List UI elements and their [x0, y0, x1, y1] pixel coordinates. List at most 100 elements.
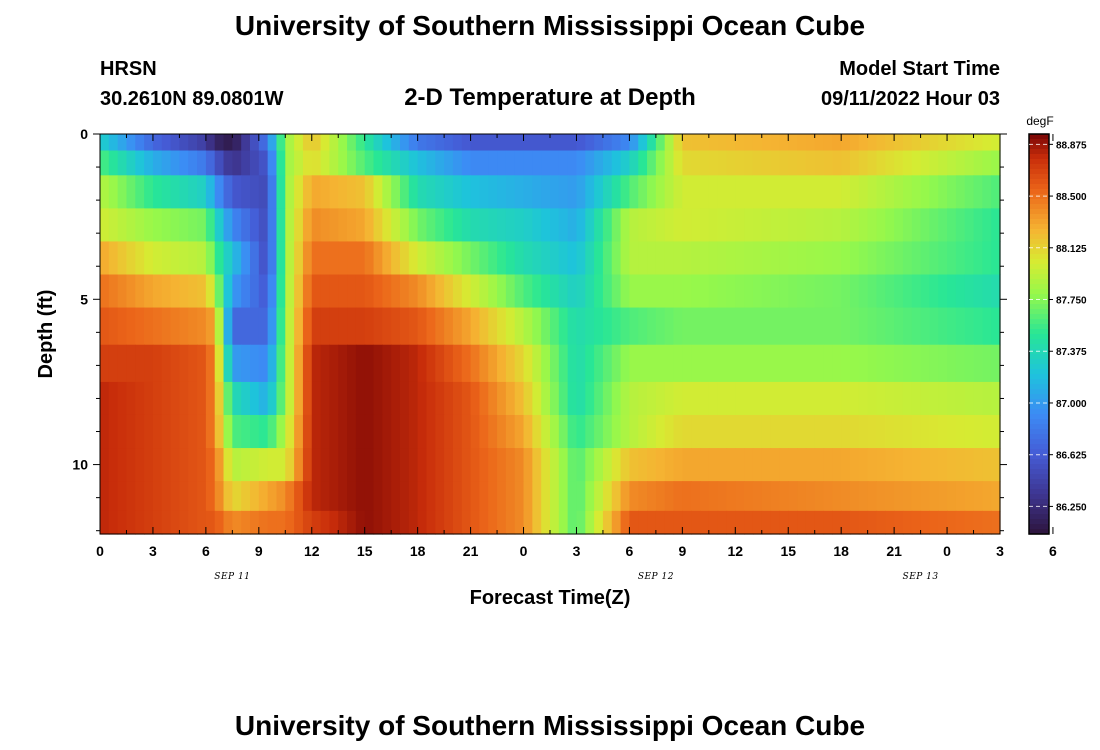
heatmap-cell — [567, 241, 578, 276]
heatmap-cell — [841, 134, 851, 152]
heatmap-cell — [311, 510, 322, 535]
heatmap-cell — [488, 381, 498, 416]
heatmap-cell — [179, 448, 189, 482]
heatmap-cell — [655, 481, 666, 512]
heatmap-cell — [576, 208, 586, 243]
heatmap-cell — [947, 175, 957, 209]
heatmap-cell — [558, 381, 569, 416]
heatmap-cell — [108, 208, 119, 243]
heatmap-cell — [655, 241, 666, 276]
x-axis-title: Forecast Time(Z) — [470, 587, 631, 609]
heatmap-cell — [876, 274, 886, 309]
heatmap-cell — [708, 414, 719, 449]
heatmap-cell — [135, 381, 145, 416]
heatmap-cell — [550, 344, 560, 383]
heatmap-cell — [805, 134, 816, 152]
heatmap-cell — [682, 175, 692, 209]
heatmap-cell — [408, 175, 419, 209]
heatmap-cell — [311, 134, 322, 152]
heatmap-cell — [100, 134, 110, 152]
heatmap-cell — [717, 274, 728, 309]
page-title-repeat: University of Southern Mississippi Ocean… — [235, 710, 865, 741]
heatmap-cell — [532, 414, 542, 449]
heatmap-cell — [223, 274, 233, 309]
heatmap-cell — [523, 510, 533, 535]
heatmap-cell — [585, 381, 595, 416]
heatmap-cell — [620, 481, 631, 512]
heatmap-cell — [594, 175, 604, 209]
heatmap-cell — [426, 448, 436, 482]
heatmap-cell — [135, 175, 145, 209]
heatmap-cell — [161, 481, 172, 512]
heatmap-cell — [117, 481, 128, 512]
heatmap-cell — [444, 134, 454, 152]
heatmap-cell — [576, 241, 586, 276]
colorbar-segment — [1029, 404, 1049, 410]
heatmap-cell — [832, 241, 842, 276]
heatmap-cell — [744, 134, 754, 152]
heatmap-cell — [735, 307, 745, 346]
heatmap-cell — [205, 208, 216, 243]
colorbar-segment — [1029, 429, 1049, 435]
heatmap-cell — [223, 481, 233, 512]
heatmap-cell — [417, 134, 428, 152]
heatmap-cell — [320, 241, 331, 276]
heatmap-cell — [744, 481, 754, 512]
heatmap-cell — [620, 344, 631, 383]
heatmap-cell — [417, 381, 428, 416]
heatmap-cell — [788, 175, 798, 209]
heatmap-cell — [444, 307, 454, 346]
heatmap-cell — [655, 307, 666, 346]
heatmap-cell — [832, 274, 842, 309]
heatmap-cell — [779, 414, 789, 449]
colorbar-segment — [1029, 284, 1049, 290]
heatmap-cell — [355, 381, 366, 416]
heatmap-cell — [744, 208, 754, 243]
heatmap-cell — [550, 175, 560, 209]
heatmap-cell — [726, 344, 736, 383]
heatmap-cell — [779, 381, 789, 416]
heatmap-cell — [117, 344, 128, 383]
heatmap-cell — [832, 481, 842, 512]
heatmap-cell — [797, 307, 807, 346]
heatmap-cell — [805, 274, 816, 309]
heatmap-cell — [329, 344, 339, 383]
heatmap-cell — [911, 241, 922, 276]
heatmap-cell — [594, 134, 604, 152]
heatmap-cell — [814, 510, 825, 535]
heatmap-cell — [135, 208, 145, 243]
heatmap-cell — [267, 448, 278, 482]
heatmap-cell — [973, 307, 983, 346]
x-tick-label: 12 — [728, 543, 744, 559]
heatmap-cell — [294, 307, 304, 346]
heatmap-cell — [364, 241, 375, 276]
heatmap-cell — [805, 307, 816, 346]
heatmap-cell — [797, 150, 807, 176]
heatmap-cell — [991, 344, 1001, 383]
heatmap-cell — [567, 175, 578, 209]
heatmap-cell — [523, 381, 533, 416]
heatmap-cell — [964, 510, 975, 535]
colorbar-segment — [1029, 399, 1049, 405]
colorbar-segment — [1029, 369, 1049, 375]
heatmap-cell — [850, 414, 860, 449]
heatmap-cell — [197, 241, 207, 276]
heatmap-cell — [461, 274, 472, 309]
heatmap-cell — [964, 344, 975, 383]
heatmap-cell — [532, 448, 542, 482]
heatmap-cell — [364, 481, 375, 512]
heatmap-cell — [188, 134, 198, 152]
heatmap-cell — [664, 448, 675, 482]
heatmap-cell — [726, 510, 736, 535]
heatmap-cell — [435, 307, 445, 346]
heatmap-cell — [267, 134, 278, 152]
heatmap-cell — [241, 414, 251, 449]
heatmap-cell — [497, 510, 507, 535]
heatmap-cell — [991, 481, 1001, 512]
colorbar-tick-label: 88.125 — [1056, 244, 1087, 255]
heatmap-cell — [735, 448, 745, 482]
heatmap-cell — [973, 241, 983, 276]
heatmap-cell — [338, 241, 348, 276]
heatmap-cell — [858, 414, 869, 449]
heatmap-cell — [470, 241, 481, 276]
